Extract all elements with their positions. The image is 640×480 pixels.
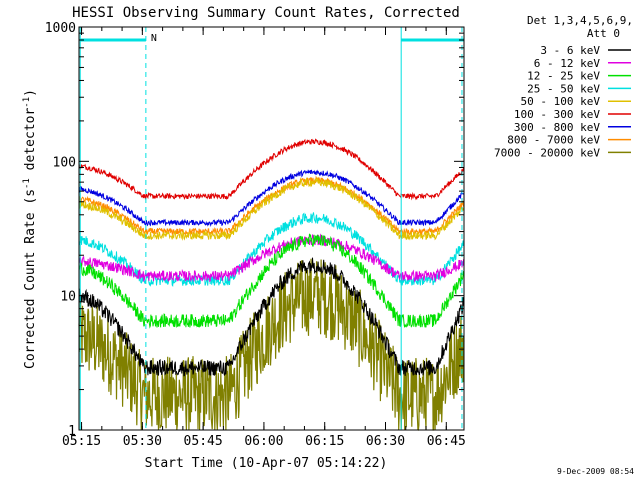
y-axis: 1 10 100 1000	[45, 21, 464, 439]
legend-header-2: Att 0	[587, 27, 620, 40]
x-tick-label: 06:45	[427, 434, 466, 449]
series-line	[78, 212, 465, 287]
legend-label: 25 - 50 keV	[527, 82, 600, 95]
series-line	[78, 258, 465, 432]
legend-label: 800 - 7000 keV	[507, 134, 600, 147]
plot-frame	[78, 26, 465, 431]
y-tick-label: 1	[68, 424, 76, 439]
y-axis-label: Corrected Count Rate (s-1 detector-1)	[22, 89, 38, 369]
series-line	[78, 138, 465, 201]
series-line	[78, 175, 465, 237]
legend-label: 3 - 6 keV	[540, 44, 600, 57]
x-axis-label: Start Time (10-Apr-07 05:14:22)	[145, 456, 388, 471]
legend-label: 50 - 100 keV	[521, 95, 601, 108]
x-axis: 05:15 05:30 05:45 06:00 06:15 06:30 06:45	[62, 27, 466, 449]
flag-label: N	[151, 33, 157, 44]
x-tick-label: 05:15	[62, 434, 101, 449]
y-tick-label: 10	[60, 290, 76, 305]
plot-area: N	[78, 27, 465, 432]
legend-label: 6 - 12 keV	[534, 57, 601, 70]
legend-label: 100 - 300 keV	[514, 108, 600, 121]
y-tick-label: 1000	[45, 21, 76, 36]
x-tick-label: 06:30	[366, 434, 405, 449]
x-tick-label: 06:00	[244, 434, 283, 449]
series-line	[78, 233, 465, 329]
chart-title: HESSI Observing Summary Count Rates, Cor…	[72, 5, 460, 21]
timestamp: 9-Dec-2009 08:54	[557, 467, 634, 476]
series-line	[78, 257, 465, 377]
legend-header-1: Det 1,3,4,5,6,9,	[527, 14, 633, 27]
legend-label: 12 - 25 keV	[527, 70, 600, 83]
legend-label: 7000 - 20000 keV	[494, 146, 600, 159]
series-line	[78, 169, 465, 228]
y-tick-label: 100	[53, 155, 76, 170]
x-tick-label: 06:15	[305, 434, 344, 449]
legend-label: 300 - 800 keV	[514, 121, 600, 134]
x-tick-label: 05:45	[184, 434, 223, 449]
series-line	[78, 176, 465, 241]
x-tick-label: 05:30	[123, 434, 162, 449]
series-line	[78, 233, 465, 283]
